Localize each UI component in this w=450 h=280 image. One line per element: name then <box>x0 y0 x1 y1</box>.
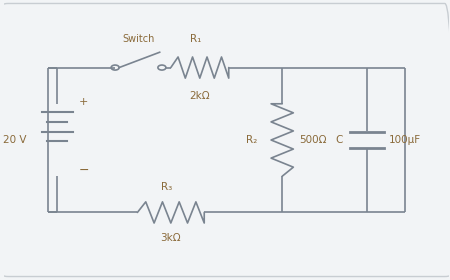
Text: 3kΩ: 3kΩ <box>161 233 181 243</box>
Text: C: C <box>335 135 342 145</box>
Text: 2kΩ: 2kΩ <box>189 91 210 101</box>
Text: 100μF: 100μF <box>389 135 421 145</box>
Text: −: − <box>79 164 89 177</box>
Text: 20 V: 20 V <box>3 135 27 145</box>
Text: R₃: R₃ <box>161 181 172 192</box>
Text: Switch: Switch <box>122 34 155 44</box>
Text: 500Ω: 500Ω <box>299 135 327 145</box>
Text: +: + <box>79 97 88 108</box>
Text: R₁: R₁ <box>189 34 201 44</box>
Text: R₂: R₂ <box>247 135 258 145</box>
